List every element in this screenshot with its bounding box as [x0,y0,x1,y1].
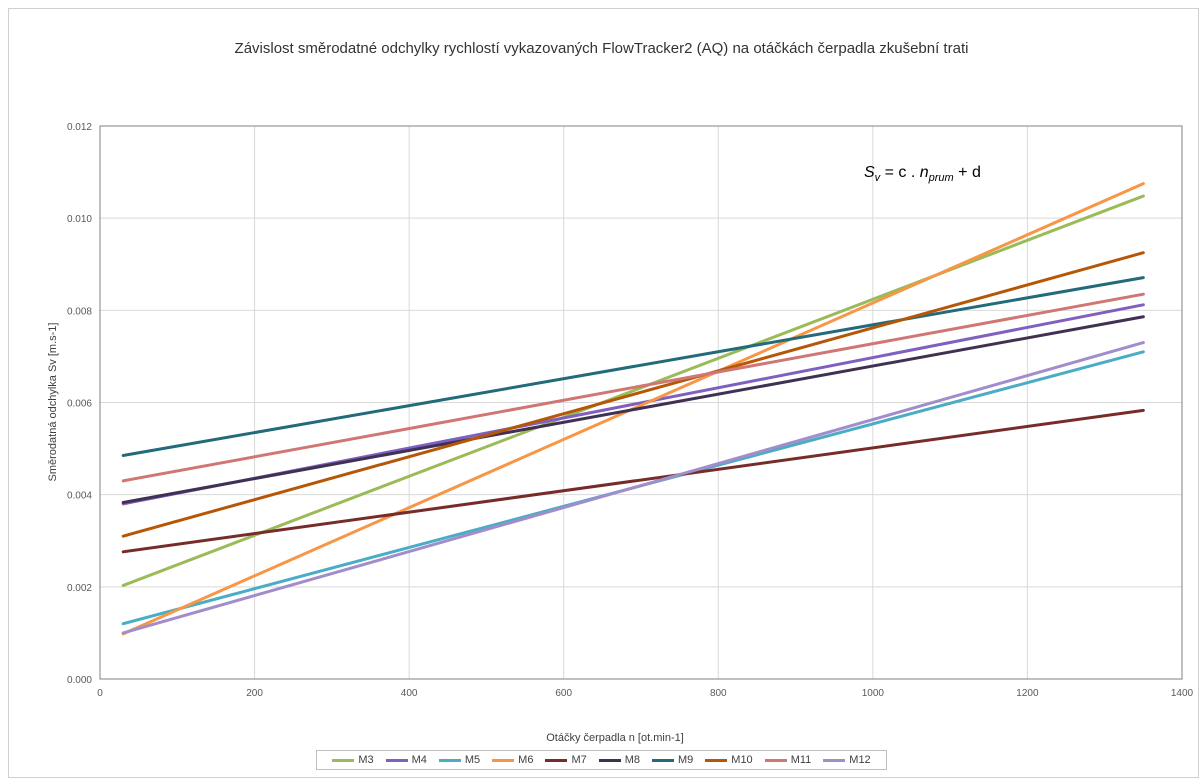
legend-item-m6: M6 [492,754,533,766]
legend-swatch [598,758,621,762]
legend-label: M7 [571,754,587,766]
svg-text:Sv = c . nprum + d: Sv = c . nprum + d [864,164,981,184]
series-lines [121,182,1145,636]
legend-swatch [492,758,515,762]
legend-item-m5: M5 [438,754,481,766]
y-tick-labels: 0.000 0.002 0.004 0.006 0.008 0.010 0.012 [67,122,92,686]
legend-item-m11: M11 [764,754,812,766]
legend-label: M10 [731,754,753,766]
legend-item-m9: M9 [652,754,693,766]
legend-swatch [332,758,355,762]
legend-label: M4 [411,754,427,766]
legend-swatch [438,758,461,762]
chart-legend: M3 M4 M5 M6 M7 M8 M9 M10 M11 M12 [316,750,887,770]
x-tick-label: 400 [401,688,418,699]
series-line-m7 [121,408,1145,554]
legend-item-m7: M7 [545,754,587,766]
y-axis-label: Směrodatná odchylka Sv [m.s-1] [47,323,59,482]
legend-label: M6 [518,754,534,766]
y-tick-label: 0.010 [67,214,92,225]
x-axis-label: Otáčky čerpadla n [ot.min-1] [546,732,684,744]
y-tick-label: 0.006 [67,399,92,410]
y-tick-label: 0.000 [67,675,92,686]
legend-item-m4: M4 [385,754,427,766]
series-line-m11 [121,292,1145,483]
legend-item-m12: M12 [823,754,871,766]
chart-title: Závislost směrodatné odchylky rychlostí … [234,40,969,57]
legend-label: M3 [358,754,374,766]
legend-swatch [823,758,846,762]
legend-item-m3: M3 [332,754,374,766]
y-tick-label: 0.012 [67,122,92,133]
formula-annotation: Sv = c . nprum + d [864,164,981,184]
series-line-m3 [121,194,1145,587]
legend-swatch [652,758,674,762]
legend-swatch [764,758,787,762]
legend-label: M12 [849,754,871,766]
legend-item-m10: M10 [705,754,753,766]
x-tick-labels: 0 200 400 600 800 1000 1200 1400 [97,688,1193,699]
x-tick-label: 0 [97,688,103,699]
legend-item-m8: M8 [598,754,640,766]
y-tick-label: 0.008 [67,306,92,317]
x-tick-label: 800 [710,688,727,699]
series-line-m12 [121,341,1145,635]
x-tick-label: 1200 [1016,688,1039,699]
x-tick-label: 1000 [862,688,885,699]
legend-label: M5 [464,754,481,766]
series-line-m9 [121,276,1145,457]
plot-area-border [99,125,1183,680]
series-line-m8 [121,315,1145,505]
legend-swatch [385,758,408,762]
y-tick-label: 0.002 [67,583,92,594]
x-tick-label: 200 [246,688,263,699]
x-tick-label: 600 [555,688,572,699]
series-line-m10 [121,251,1145,538]
legend-label: M11 [790,754,812,766]
legend-swatch [705,758,728,762]
y-tick-label: 0.004 [67,491,92,502]
legend-swatch [545,758,568,762]
x-tick-label: 1400 [1171,688,1194,699]
legend-label: M9 [678,754,694,766]
legend-label: M8 [624,754,640,766]
